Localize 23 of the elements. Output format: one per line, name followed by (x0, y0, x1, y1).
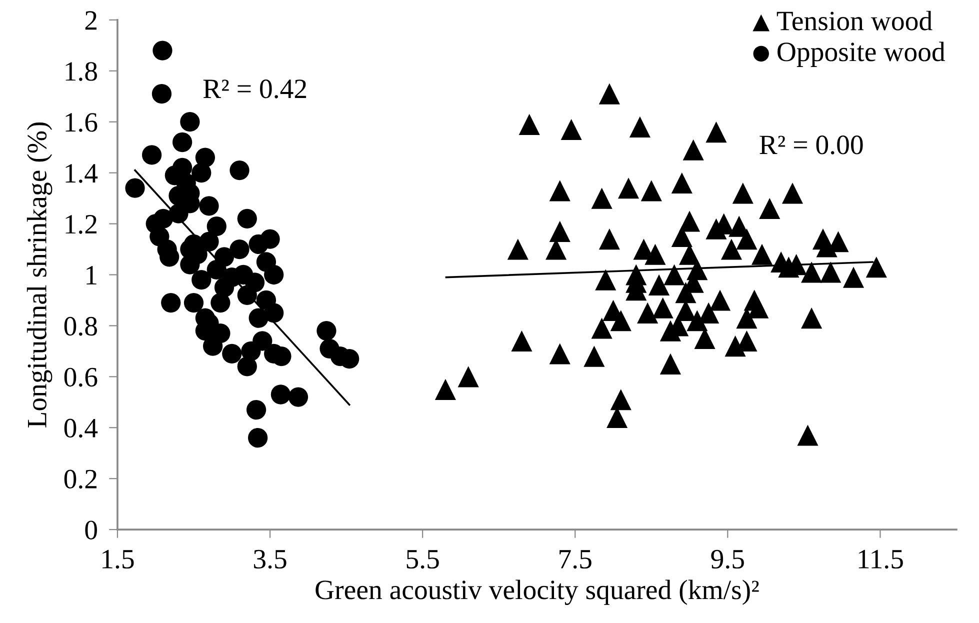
x-tick-label: 7.5 (560, 550, 592, 569)
x-tick-label: 1.5 (102, 550, 134, 569)
x-tick-label: 9.5 (711, 550, 744, 569)
y-tick-label: 0.4 (64, 418, 98, 438)
annotation: R² = 0.00 (760, 136, 863, 154)
y-tick-label: 1.4 (66, 164, 98, 183)
y-tick-label: 0.6 (64, 368, 98, 387)
annotation: R² = 0.42 (203, 79, 306, 98)
x-tick-label: 5.5 (406, 550, 439, 569)
y-tick-label: 1.2 (66, 215, 97, 234)
y-tick-label: 1 (86, 266, 96, 284)
y-tick-label: 2 (85, 11, 97, 30)
legend-label: Opposite wood (778, 42, 946, 67)
legend-label: Tension wood (776, 10, 932, 30)
y-tick-label: 0.8 (64, 316, 97, 336)
y-axis-title: Longitudinal shrinkage (%) (26, 122, 52, 428)
y-tick-label: 1.6 (66, 113, 98, 132)
y-tick-label: 1.8 (66, 62, 97, 81)
x-tick-label: 3.5 (254, 550, 286, 569)
y-tick-label: 0 (85, 520, 97, 540)
x-tick-label: 11.5 (858, 550, 903, 569)
x-axis-title: Green acoustiv velocity squared (km/s)² (316, 580, 759, 606)
y-tick-label: 0.2 (64, 470, 97, 489)
